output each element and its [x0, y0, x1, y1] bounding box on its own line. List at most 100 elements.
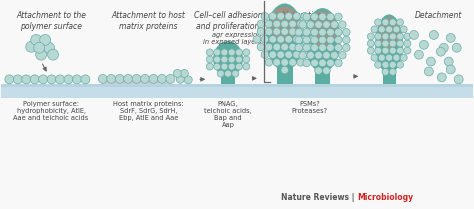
Text: PSMs?
Proteases?: PSMs? Proteases?: [292, 101, 328, 114]
Circle shape: [34, 42, 45, 53]
Circle shape: [424, 67, 433, 76]
Circle shape: [243, 49, 250, 56]
Circle shape: [299, 21, 306, 28]
Bar: [383, 66, 396, 84]
Circle shape: [289, 20, 296, 28]
Circle shape: [206, 49, 213, 56]
Circle shape: [281, 59, 289, 66]
Circle shape: [39, 75, 47, 84]
Circle shape: [307, 52, 314, 59]
Circle shape: [374, 47, 382, 54]
Circle shape: [22, 75, 31, 84]
Circle shape: [367, 47, 374, 54]
Circle shape: [389, 47, 396, 54]
Circle shape: [327, 44, 334, 51]
Circle shape: [269, 36, 277, 43]
Circle shape: [397, 40, 403, 47]
Circle shape: [414, 50, 423, 59]
Circle shape: [166, 74, 175, 83]
Bar: [1, 84, 473, 87]
Text: Attachment to the
polymer surface: Attachment to the polymer surface: [16, 11, 86, 31]
Circle shape: [382, 68, 389, 75]
Circle shape: [236, 63, 243, 70]
Circle shape: [452, 43, 461, 52]
Circle shape: [289, 43, 296, 51]
Circle shape: [295, 36, 302, 44]
Circle shape: [404, 33, 411, 40]
Circle shape: [315, 67, 322, 74]
Circle shape: [327, 13, 334, 21]
Circle shape: [132, 74, 141, 83]
Circle shape: [297, 59, 304, 66]
Circle shape: [311, 13, 319, 21]
Circle shape: [141, 74, 149, 83]
Bar: [1, 84, 473, 98]
Text: Detachment: Detachment: [415, 11, 463, 20]
Circle shape: [221, 56, 228, 63]
Circle shape: [446, 65, 455, 74]
Circle shape: [257, 20, 264, 28]
Circle shape: [382, 19, 389, 26]
Circle shape: [338, 21, 346, 28]
Circle shape: [214, 63, 220, 70]
Circle shape: [335, 59, 342, 67]
Circle shape: [273, 59, 281, 66]
Circle shape: [393, 54, 400, 61]
Circle shape: [107, 74, 116, 83]
Circle shape: [180, 69, 188, 77]
Circle shape: [73, 75, 82, 84]
Text: Host matrix proteins:
SdrF, SdrG, SdrH,
Ebp, AtlE and Aae: Host matrix proteins: SdrF, SdrG, SdrH, …: [113, 101, 184, 121]
Circle shape: [285, 51, 292, 59]
Circle shape: [31, 34, 42, 45]
Circle shape: [343, 44, 350, 51]
Circle shape: [404, 47, 411, 54]
Circle shape: [228, 63, 235, 70]
Circle shape: [26, 41, 36, 52]
Circle shape: [389, 61, 396, 68]
Circle shape: [303, 59, 310, 67]
Circle shape: [269, 13, 277, 20]
Circle shape: [410, 31, 419, 39]
Circle shape: [273, 20, 281, 28]
Circle shape: [397, 47, 403, 54]
Circle shape: [303, 44, 310, 51]
Ellipse shape: [213, 41, 243, 77]
Circle shape: [327, 28, 334, 36]
Circle shape: [295, 44, 302, 51]
Circle shape: [437, 47, 445, 56]
Circle shape: [343, 36, 350, 44]
Circle shape: [429, 31, 438, 39]
Circle shape: [206, 56, 213, 63]
Circle shape: [439, 43, 448, 52]
Circle shape: [214, 56, 220, 63]
Circle shape: [297, 43, 304, 51]
Circle shape: [382, 61, 389, 68]
Circle shape: [64, 75, 73, 84]
Circle shape: [397, 33, 403, 40]
Circle shape: [371, 54, 378, 61]
Ellipse shape: [308, 11, 337, 46]
Circle shape: [331, 21, 338, 28]
Ellipse shape: [375, 14, 403, 74]
Text: agr expression
in exposed layers: agr expression in exposed layers: [203, 32, 262, 45]
Circle shape: [5, 75, 14, 84]
Circle shape: [44, 42, 55, 53]
Circle shape: [400, 26, 407, 33]
Circle shape: [382, 40, 389, 47]
Circle shape: [281, 43, 289, 51]
Circle shape: [277, 13, 284, 20]
Circle shape: [47, 75, 56, 84]
Circle shape: [81, 75, 90, 84]
Circle shape: [285, 36, 292, 43]
Circle shape: [311, 36, 319, 44]
Circle shape: [389, 68, 396, 75]
Circle shape: [305, 20, 312, 28]
Circle shape: [273, 28, 281, 35]
Bar: [221, 73, 235, 84]
Circle shape: [389, 33, 396, 40]
Circle shape: [98, 74, 107, 83]
Circle shape: [157, 74, 166, 83]
Text: Nature Reviews |: Nature Reviews |: [281, 193, 357, 202]
Circle shape: [214, 49, 220, 56]
Circle shape: [261, 51, 269, 59]
